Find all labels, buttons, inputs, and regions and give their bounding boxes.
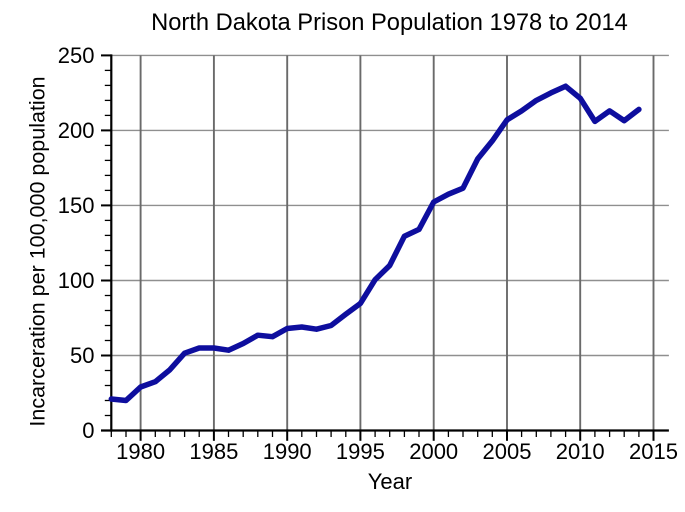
svg-text:1985: 1985 [189, 439, 238, 464]
svg-text:2015: 2015 [629, 439, 678, 464]
svg-text:100: 100 [58, 268, 95, 293]
svg-text:1995: 1995 [336, 439, 385, 464]
svg-text:0: 0 [82, 418, 94, 443]
svg-text:2000: 2000 [409, 439, 458, 464]
svg-text:1990: 1990 [263, 439, 312, 464]
svg-text:1980: 1980 [116, 439, 165, 464]
svg-text:200: 200 [58, 118, 95, 143]
svg-text:North Dakota Prison Population: North Dakota Prison Population 1978 to 2… [151, 10, 628, 36]
svg-text:50: 50 [70, 343, 94, 368]
svg-text:150: 150 [58, 193, 95, 218]
svg-text:2005: 2005 [483, 439, 532, 464]
svg-text:Incarceration per 100,000 popu: Incarceration per 100,000 population [26, 76, 50, 426]
svg-text:Year: Year [368, 469, 412, 494]
svg-text:250: 250 [58, 43, 95, 68]
svg-text:2010: 2010 [556, 439, 605, 464]
